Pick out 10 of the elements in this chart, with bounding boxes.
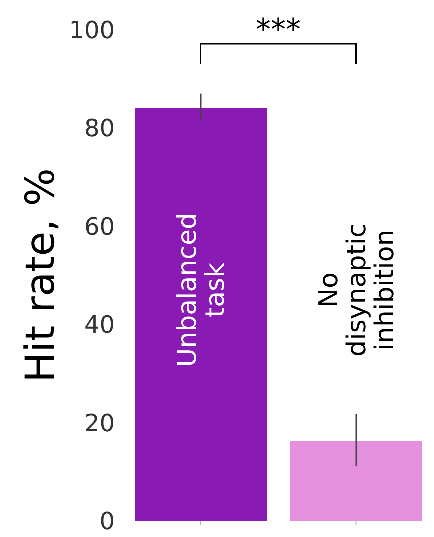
y-axis-title: Hit rate, %: [18, 168, 64, 383]
y-tick-label: 20: [84, 409, 115, 438]
y-tick-label: 100: [69, 16, 115, 45]
annotation: ***: [256, 13, 301, 48]
x-tick-label: Unbalanced task: [172, 213, 231, 368]
y-tick-label: 60: [84, 212, 115, 241]
y-tick-label: 80: [84, 114, 115, 143]
y-tick-label: 40: [84, 311, 115, 340]
y-tick-label: 0: [100, 508, 115, 536]
x-tick-label: No disynaptic inhibition: [314, 224, 400, 357]
